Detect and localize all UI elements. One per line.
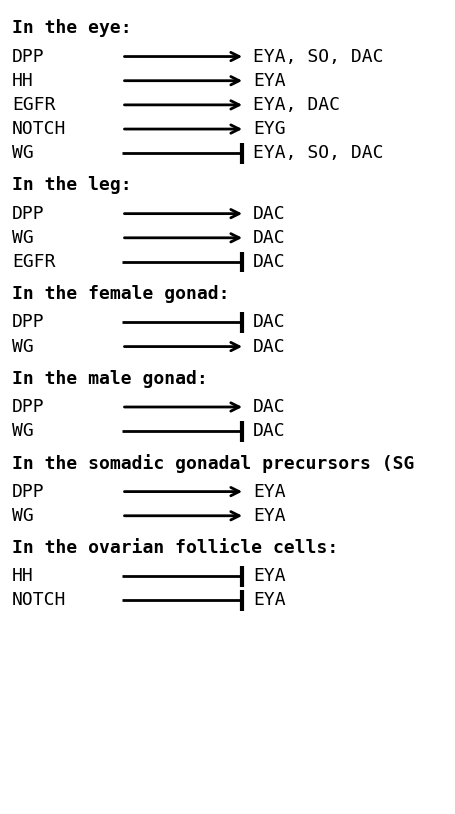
Text: WG: WG: [12, 144, 34, 162]
Text: In the female gonad:: In the female gonad:: [12, 285, 229, 303]
Text: In the somadic gonadal precursors (SG: In the somadic gonadal precursors (SG: [12, 454, 414, 473]
Text: DPP: DPP: [12, 313, 45, 331]
Text: DAC: DAC: [252, 204, 285, 223]
Text: DAC: DAC: [252, 253, 285, 271]
Text: WG: WG: [12, 229, 34, 247]
Text: In the eye:: In the eye:: [12, 20, 131, 37]
Text: In the male gonad:: In the male gonad:: [12, 370, 207, 387]
Text: DPP: DPP: [12, 204, 45, 223]
Text: DAC: DAC: [252, 313, 285, 331]
Text: DAC: DAC: [252, 229, 285, 247]
Text: DPP: DPP: [12, 398, 45, 416]
Text: NOTCH: NOTCH: [12, 591, 66, 610]
Text: EYA, SO, DAC: EYA, SO, DAC: [252, 47, 383, 66]
Text: HH: HH: [12, 72, 34, 90]
Text: WG: WG: [12, 507, 34, 525]
Text: EGFR: EGFR: [12, 96, 56, 114]
Text: WG: WG: [12, 422, 34, 440]
Text: EYA: EYA: [252, 72, 285, 90]
Text: In the ovarian follicle cells:: In the ovarian follicle cells:: [12, 539, 338, 557]
Text: EYA: EYA: [252, 507, 285, 525]
Text: EYA: EYA: [252, 567, 285, 585]
Text: WG: WG: [12, 338, 34, 356]
Text: DPP: DPP: [12, 483, 45, 501]
Text: EYA, SO, DAC: EYA, SO, DAC: [252, 144, 383, 162]
Text: EYA, DAC: EYA, DAC: [252, 96, 339, 114]
Text: DAC: DAC: [252, 398, 285, 416]
Text: EGFR: EGFR: [12, 253, 56, 271]
Text: NOTCH: NOTCH: [12, 120, 66, 138]
Text: HH: HH: [12, 567, 34, 585]
Text: DAC: DAC: [252, 422, 285, 440]
Text: EYG: EYG: [252, 120, 285, 138]
Text: EYA: EYA: [252, 483, 285, 501]
Text: In the leg:: In the leg:: [12, 177, 131, 195]
Text: DAC: DAC: [252, 338, 285, 356]
Text: DPP: DPP: [12, 47, 45, 66]
Text: EYA: EYA: [252, 591, 285, 610]
